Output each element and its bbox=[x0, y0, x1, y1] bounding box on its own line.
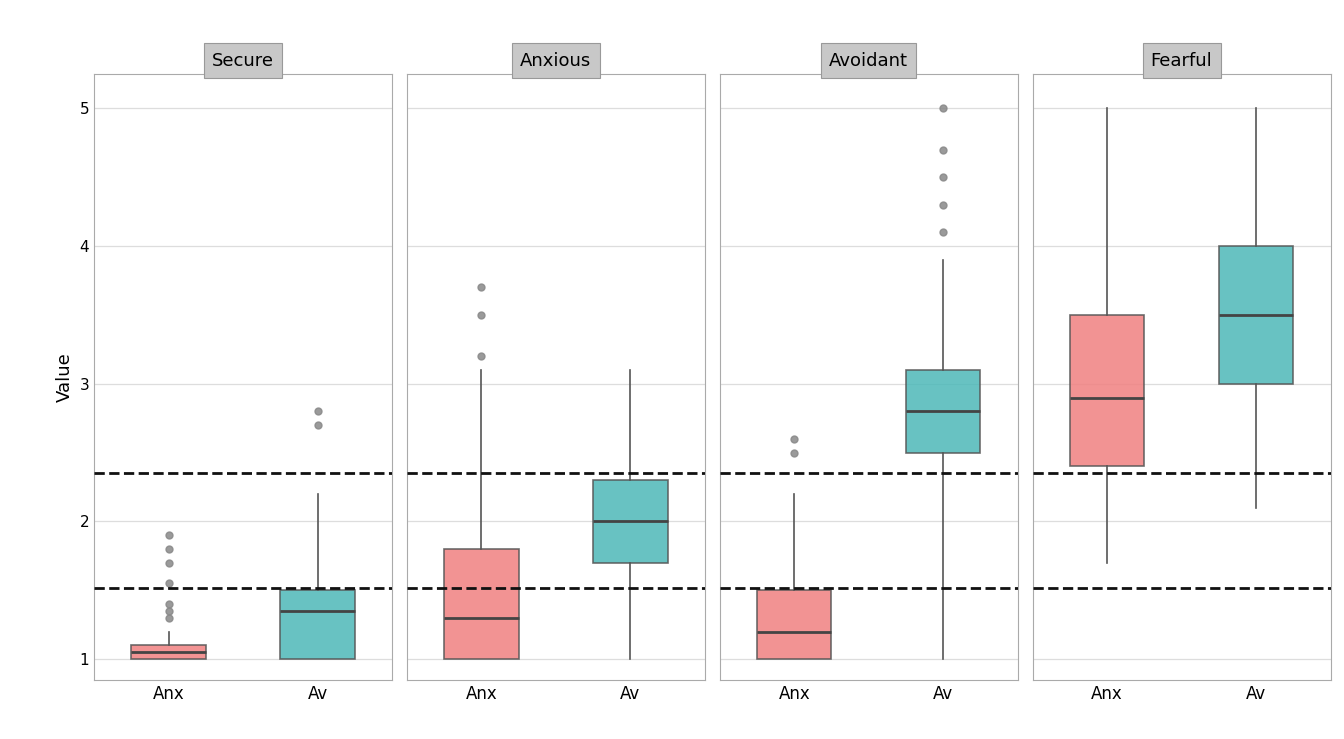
PathPatch shape bbox=[444, 549, 519, 659]
PathPatch shape bbox=[593, 480, 668, 563]
Y-axis label: Value: Value bbox=[56, 352, 74, 402]
Title: Fearful: Fearful bbox=[1150, 52, 1212, 69]
PathPatch shape bbox=[132, 645, 206, 659]
PathPatch shape bbox=[906, 370, 981, 452]
PathPatch shape bbox=[1070, 315, 1144, 466]
Title: Anxious: Anxious bbox=[520, 52, 591, 69]
Title: Avoidant: Avoidant bbox=[829, 52, 909, 69]
Title: Secure: Secure bbox=[212, 52, 274, 69]
PathPatch shape bbox=[281, 590, 355, 659]
PathPatch shape bbox=[757, 590, 832, 659]
PathPatch shape bbox=[1219, 246, 1293, 384]
